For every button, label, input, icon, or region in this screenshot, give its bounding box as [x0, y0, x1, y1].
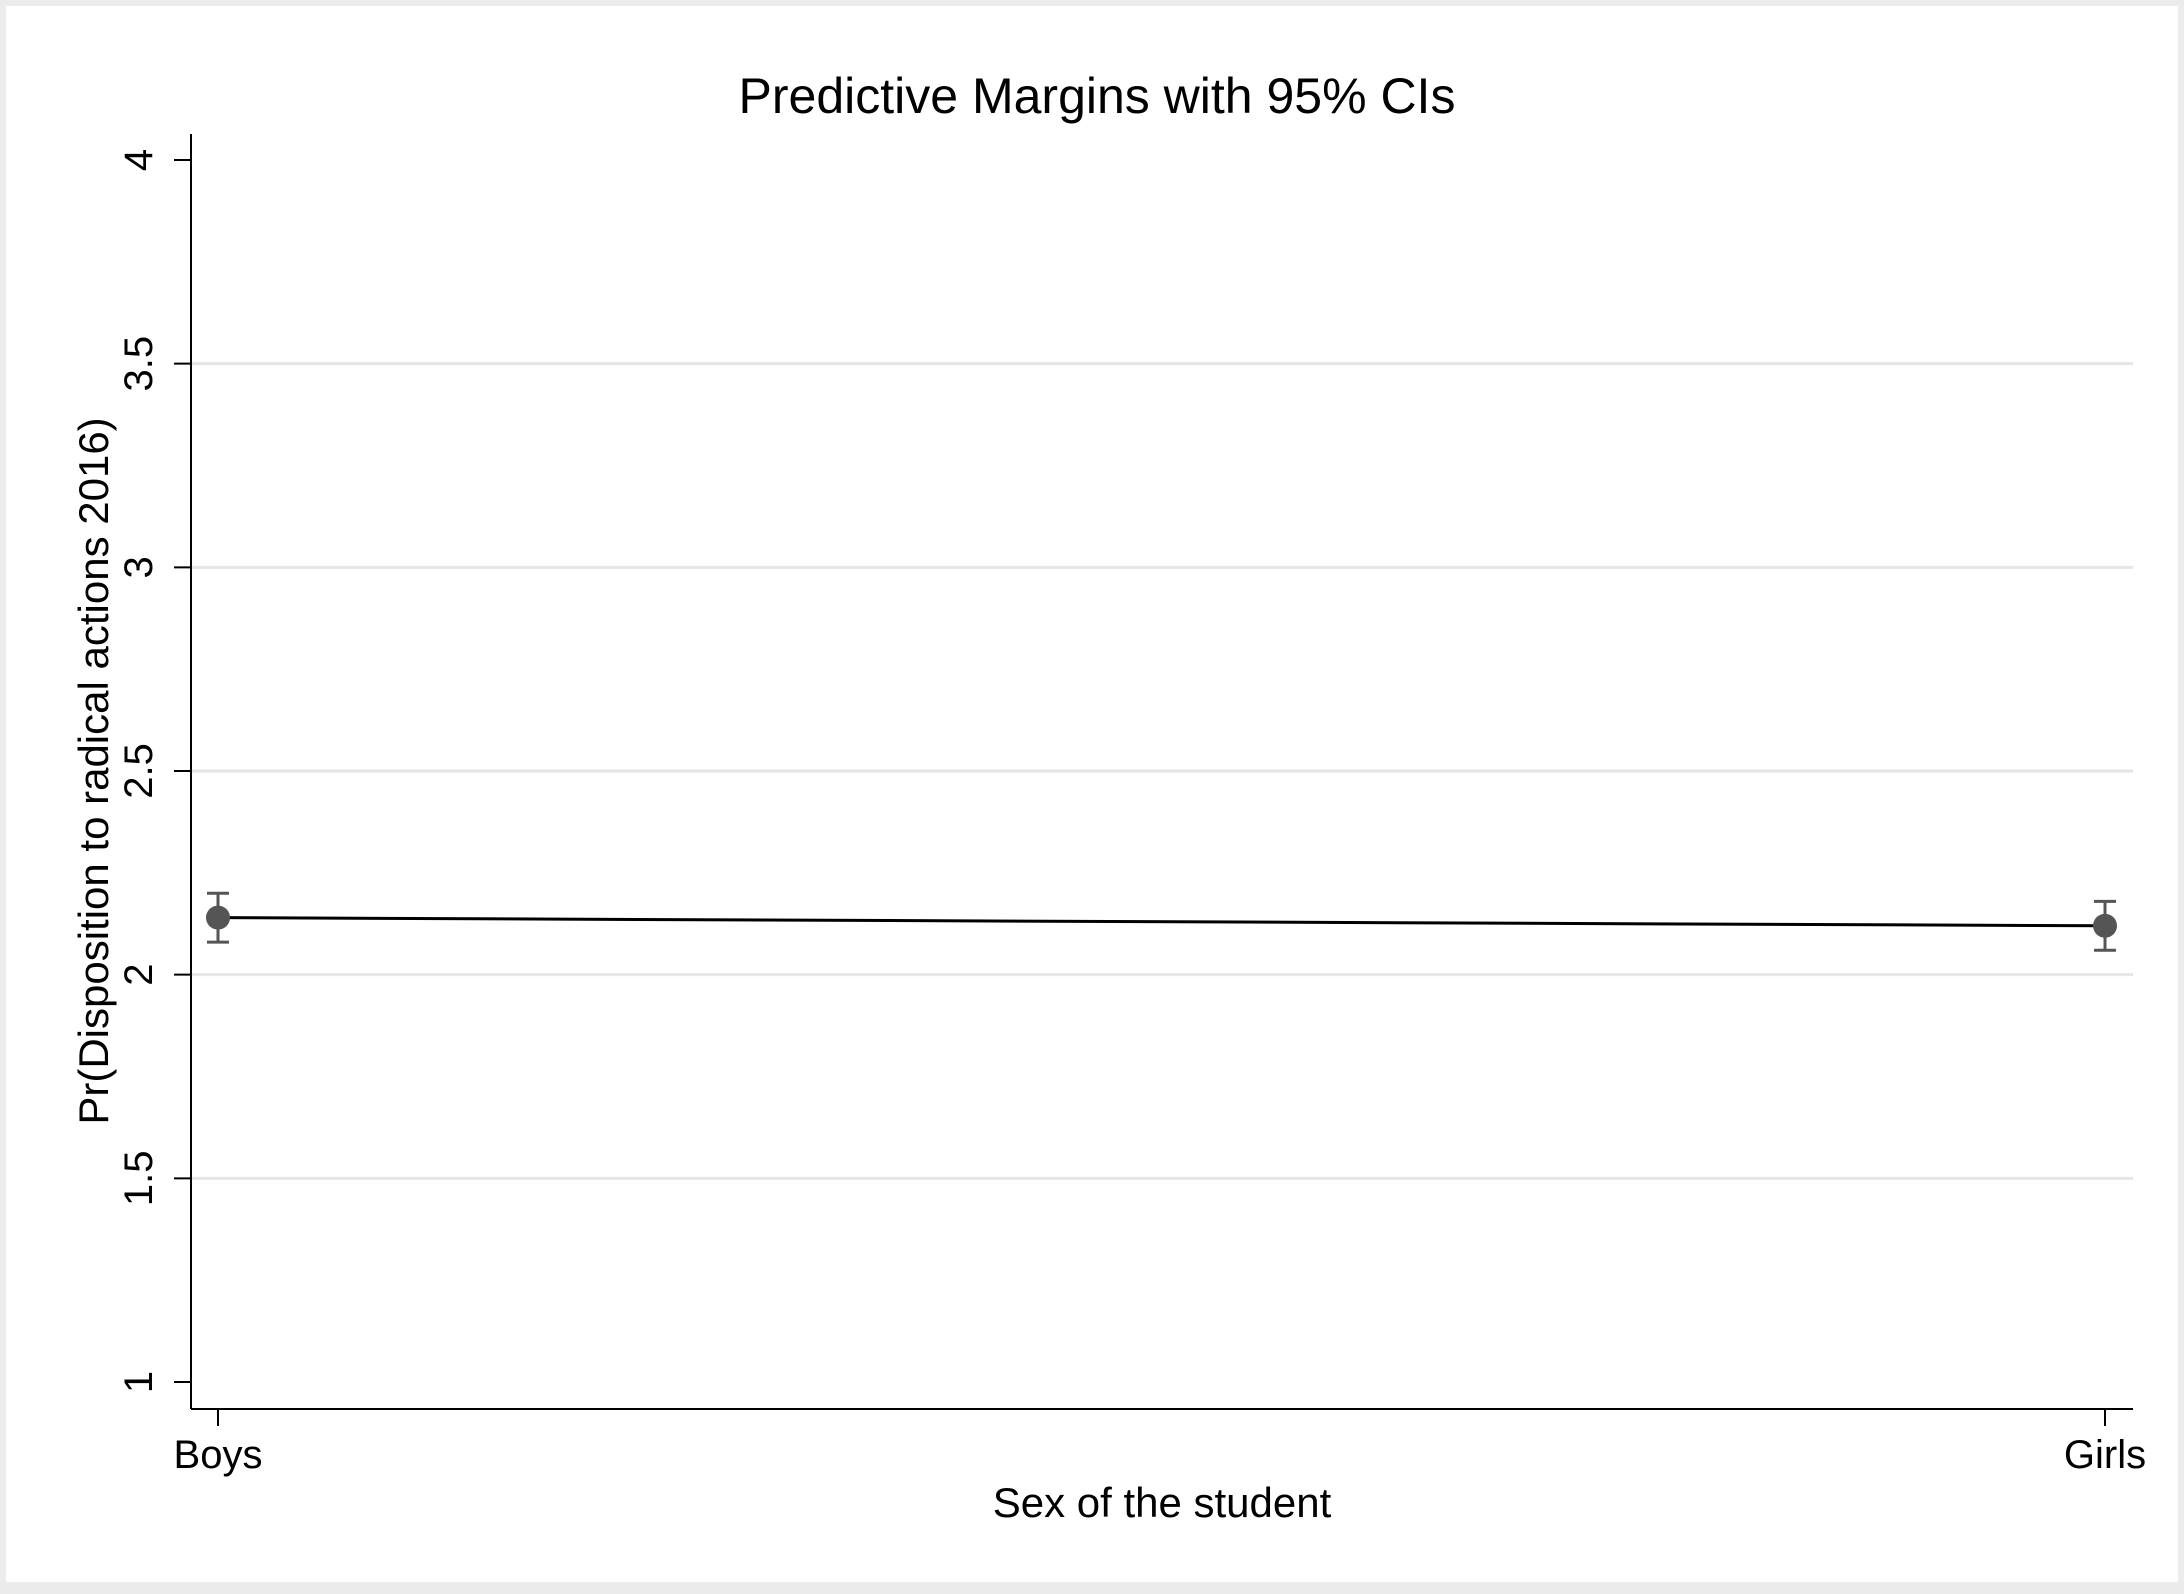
series-line — [217, 916, 2106, 928]
x-ticks: Boys Girls — [174, 1409, 2146, 1477]
y-ticks: 1 1.5 2 2.5 3 3.5 4 — [117, 149, 191, 1393]
y-tick-label: 2 — [117, 964, 161, 986]
y-axis-title: Pr(Disposition to radical actions 2016) — [70, 417, 117, 1124]
y-tick-label: 1 — [117, 1371, 161, 1393]
y-tick-label: 1.5 — [117, 1151, 161, 1207]
x-axis-title: Sex of the student — [993, 1479, 1332, 1526]
data-point — [206, 905, 230, 930]
y-tick-label: 4 — [117, 149, 161, 171]
series — [206, 891, 2117, 952]
data-point — [2093, 913, 2117, 938]
chart-title: Predictive Margins with 95% CIs — [739, 68, 1456, 124]
y-tick-label: 3 — [117, 556, 161, 578]
y-tick-label: 3.5 — [117, 336, 161, 392]
x-tick-label: Boys — [174, 1433, 263, 1477]
y-tick-label: 2.5 — [117, 743, 161, 799]
grid-lines — [192, 362, 2133, 1180]
chart-panel: 1 1.5 2 2.5 3 3.5 4 Boys Girls Predictive Margi… — [6, 6, 2178, 1582]
x-tick-label: Girls — [2064, 1433, 2146, 1477]
chart-svg: 1 1.5 2 2.5 3 3.5 4 Boys Girls Predictive Margi… — [70, 68, 2146, 1526]
